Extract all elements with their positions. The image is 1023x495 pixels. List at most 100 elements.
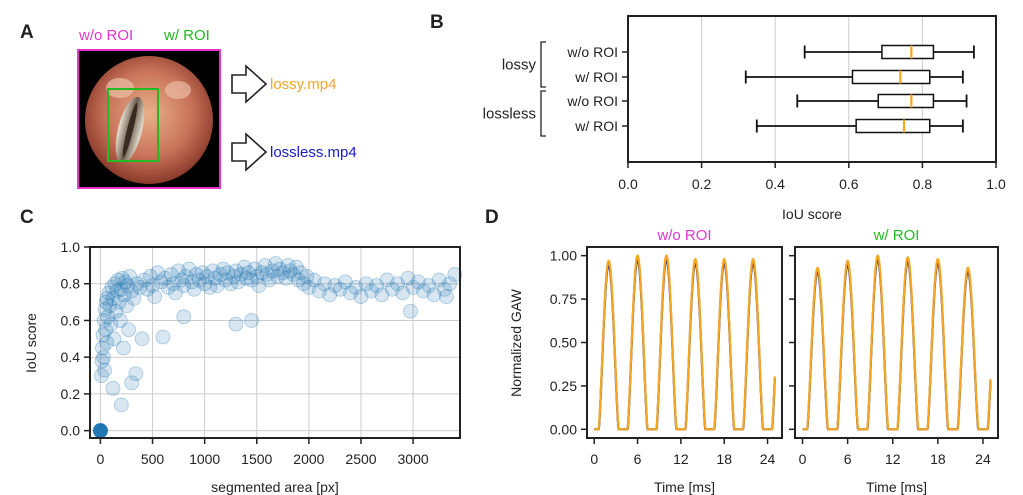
scatter-point [244,272,259,288]
scatter-point [268,256,283,271]
scatter-point [259,267,275,282]
scatter-point [96,349,111,365]
scatter-point [282,263,298,279]
scatter-point [168,285,183,301]
scatter-x-tick-label: 0 [97,451,105,467]
box-plot-x-tick-label: 0.0 [618,176,638,192]
scatter-y-tick-label: 0.2 [61,386,81,402]
panel-letter-b: B [430,12,444,33]
gaw-frame [586,246,783,439]
scatter-point [223,276,239,292]
scatter-point [374,287,390,303]
scatter-x-label: segmented area [px] [211,479,339,495]
scatter-point [174,272,190,288]
scatter-point [143,268,158,284]
box-plot-x-tick-label: 0.2 [692,176,712,192]
roi-box [107,88,159,162]
scatter-point [155,329,171,345]
scatter-point [105,381,121,396]
scatter-point [270,268,286,284]
scatter-point [293,265,308,281]
scatter-point [171,263,186,279]
panel-d: D Normalized GAW w/o ROI 0 6 12 18 24 0.00 0.25… [485,207,999,495]
scatter-point [192,272,207,288]
box-plot-x-label: IoU score [782,206,842,222]
box-plot-row-label: w/o ROI [566,44,618,60]
scatter-point [403,303,418,319]
label-with-roi: w/ ROI [163,27,210,44]
scatter-point [197,276,213,292]
scatter-point [195,265,210,281]
scatter-point [228,263,244,279]
scatter-point [107,276,123,292]
scatter-point [139,281,155,297]
scatter-point [421,278,437,293]
scatter-x-tick-label: 3000 [398,451,429,467]
scatter-x-tick-label: 500 [141,451,165,467]
scatter-point [379,272,395,288]
scatter-point [244,313,259,328]
gaw-y-tick-label: 0.75 [550,291,577,307]
scatter-x-tick-label: 2500 [345,451,376,467]
box-iqr [851,69,931,85]
scatter-point [199,268,215,284]
gaw-subplot-2: w/ ROI 0 6 12 18 24 Time [ms] [789,227,999,495]
scatter-y-tick-label: 0.6 [61,312,81,328]
group-bracket [540,90,546,137]
scatter-point [113,397,129,413]
scatter-point [212,267,228,282]
gaw-x-tick-label: 18 [716,451,732,467]
scatter-y-tick-label: 0.4 [61,349,81,365]
box-plot-row-label: w/ ROI [574,118,618,134]
scatter-point [106,331,122,347]
scatter-point [100,309,116,325]
gaw-frame [794,246,999,439]
gaw-x-tick-label: 6 [634,451,642,467]
scatter-point [230,274,246,290]
scatter-point [176,278,192,293]
scatter-point [241,265,256,281]
scatter-point [264,263,280,279]
scatter-point [285,267,301,282]
scatter-y-tick-label: 0.0 [61,423,81,439]
scatter-point [233,267,249,282]
scatter-point [114,270,130,286]
scatter-point [332,281,348,297]
scatter-point [111,294,127,310]
scatter-point [364,283,379,299]
gaw-y-tick-label: 0.25 [550,378,577,394]
box-plot-frame [627,15,997,163]
scatter-point [405,280,421,295]
scatter-point [439,289,454,304]
gaw-y-tick-label: 0.00 [550,421,577,437]
scatter-point [104,280,120,295]
scatter-point [101,285,117,301]
scatter-point [337,274,353,290]
gaw-trace-compressed [594,254,776,431]
scatter-point [134,331,150,347]
scatter-point [322,287,338,303]
scatter-point [358,276,374,292]
gaw-subplot-title: w/o ROI [656,227,711,244]
scatter-point [105,291,121,306]
scatter-point [99,291,115,306]
scatter-point [119,298,134,314]
box-plot-row-label: w/ ROI [574,69,618,85]
scatter-y-tick-label: 1.0 [61,239,81,255]
gaw-x-tick-label: 6 [844,451,852,467]
scatter-point [296,276,312,292]
scatter-point [102,298,118,314]
scatter-point [118,274,133,290]
scatter-point [226,268,242,284]
scatter-point [400,270,416,286]
scatter-point [431,272,447,288]
group-bracket [540,41,546,88]
scatter-point [327,278,343,293]
panel-a: A w/o ROI w/ ROI lossy.mp4 lossless.mp4 [20,22,357,189]
scatter-point [218,272,233,288]
scatter-x-tick-label: 1000 [189,451,220,467]
scatter-point [120,278,135,293]
scatter-point [103,316,119,332]
scatter-point [416,283,431,299]
